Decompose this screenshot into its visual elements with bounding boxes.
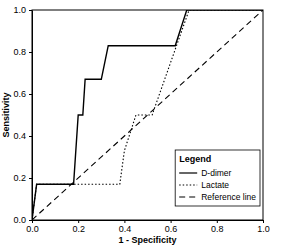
x-tick: 0.2: [72, 220, 85, 234]
y-tick: 0.4: [13, 131, 32, 141]
y-tick-label: 0.2: [13, 173, 26, 183]
x-tick: 1.0: [257, 220, 270, 234]
y-tick-label: 0.0: [13, 215, 26, 225]
chart: 0.0 0.2 0.4 0.6 0.8 1.0 0.0 0.2 0.4 0.6 0.8 1.0 1 - …: [0, 0, 300, 246]
y-tick-mark: [29, 94, 32, 95]
y-tick-label: 1.0: [13, 5, 26, 15]
y-tick-mark: [29, 178, 32, 179]
x-tick-label: 0.0: [26, 224, 39, 234]
x-tick: 0.4: [119, 220, 132, 234]
x-tick-mark: [217, 220, 218, 223]
legend-title: Legend: [179, 154, 211, 164]
y-tick-label: 0.4: [13, 131, 26, 141]
x-tick-label: 1.0: [257, 224, 270, 234]
y-tick: 0.8: [13, 47, 32, 57]
legend-label: D-dimer: [201, 168, 231, 178]
roc-line: [32, 10, 263, 220]
y-tick-label: 0.6: [13, 89, 26, 99]
y-tick: 1.0: [13, 5, 32, 15]
roc-line: [32, 10, 263, 220]
x-axis-line: [33, 220, 264, 221]
y-tick: 0.0: [13, 215, 32, 225]
x-tick-mark: [263, 220, 264, 223]
x-tick-label: 0.8: [211, 224, 224, 234]
x-axis: 0.0 0.2 0.4 0.6 0.8 1.0: [26, 220, 270, 234]
y-tick-mark: [29, 10, 32, 11]
y-axis-title: Sensitivity: [1, 92, 11, 137]
y-tick-label: 0.8: [13, 47, 26, 57]
y-tick: 0.6: [13, 89, 32, 99]
x-tick-mark: [171, 220, 172, 223]
x-tick-mark: [124, 220, 125, 223]
x-tick-label: 0.4: [119, 224, 132, 234]
y-axis: 0.0 0.2 0.4 0.6 0.8 1.0: [13, 5, 32, 225]
legend-swatch: [179, 184, 197, 185]
roc-line: [32, 10, 263, 220]
x-axis-title: 1 - Specificity: [118, 235, 176, 245]
y-tick-mark: [29, 52, 32, 53]
legend-box: [175, 150, 260, 206]
y-tick: 0.2: [13, 173, 32, 183]
plot-area: [32, 10, 263, 220]
x-tick-mark: [78, 220, 79, 223]
x-tick: 0.0: [26, 220, 39, 234]
x-tick-label: 0.2: [72, 224, 85, 234]
x-tick: 0.8: [211, 220, 224, 234]
x-tick-label: 0.6: [165, 224, 178, 234]
legend-swatch: [179, 196, 197, 197]
y-axis-line: [32, 11, 33, 221]
x-tick: 0.6: [165, 220, 178, 234]
legend: Legend D-dimer Lactate Reference line: [175, 150, 260, 206]
y-tick-mark: [29, 220, 32, 221]
legend-label: Lactate: [201, 180, 229, 190]
y-tick-mark: [29, 136, 32, 137]
legend-label: Reference line: [201, 192, 256, 202]
plot-frame: [32, 10, 263, 220]
legend-swatch: [179, 172, 197, 173]
